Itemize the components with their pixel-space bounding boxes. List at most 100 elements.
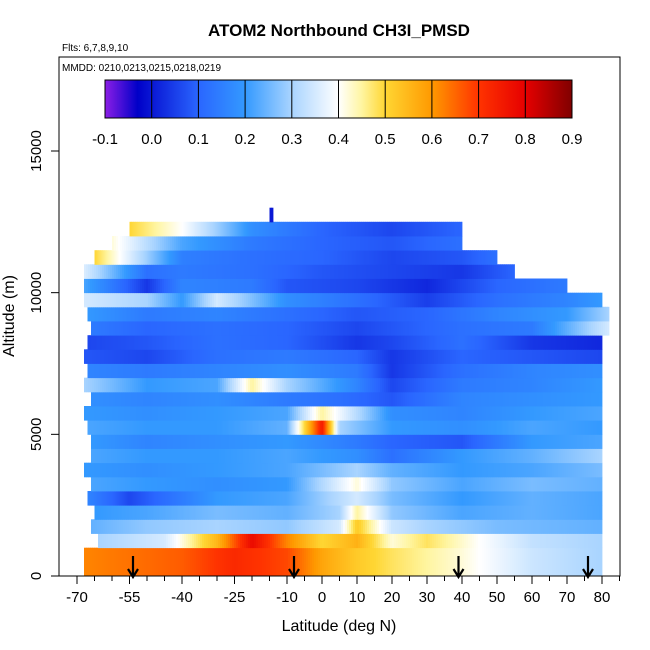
- heatmap-cell: [319, 363, 322, 379]
- heatmap-cell: [292, 533, 295, 549]
- heatmap-cell: [516, 406, 519, 421]
- heatmap-cell: [281, 491, 284, 506]
- heatmap-cell: [576, 547, 579, 576]
- heatmap-cell: [84, 292, 87, 308]
- heatmap-cell: [547, 321, 550, 336]
- heatmap-cell: [469, 491, 472, 506]
- heatmap-cell: [357, 420, 360, 435]
- heatmap-cell: [303, 306, 306, 322]
- heatmap-cell: [239, 391, 242, 407]
- heatmap-cell: [149, 434, 152, 449]
- heatmap-cell: [135, 491, 138, 506]
- heatmap-cell: [433, 363, 436, 379]
- heatmap-cell: [186, 505, 189, 520]
- heatmap-cell: [222, 505, 225, 520]
- heatmap-cell: [423, 306, 426, 322]
- heatmap-cell: [233, 391, 236, 407]
- heatmap-cell: [585, 491, 588, 506]
- heatmap-cell: [590, 349, 593, 364]
- heatmap-cell: [245, 519, 248, 534]
- heatmap-cell: [109, 321, 112, 336]
- heatmap-cell: [426, 505, 429, 520]
- heatmap-cell: [526, 377, 529, 393]
- heatmap-cell: [134, 349, 137, 364]
- heatmap-cell: [406, 406, 409, 421]
- heatmap-cell: [504, 462, 507, 478]
- heatmap-cell: [316, 292, 319, 308]
- heatmap-cell: [486, 547, 489, 576]
- heatmap-cell: [299, 476, 302, 492]
- heatmap-cell: [335, 519, 338, 534]
- heatmap-cell: [458, 292, 461, 308]
- heatmap-cell: [206, 292, 209, 308]
- heatmap-cell: [184, 547, 187, 576]
- heatmap-cell: [290, 292, 293, 308]
- heatmap-cell: [585, 476, 588, 492]
- heatmap-cell: [147, 306, 150, 322]
- heatmap-cell: [173, 434, 176, 449]
- heatmap-cell: [182, 349, 185, 364]
- heatmap-cell: [600, 547, 603, 576]
- heatmap-cell: [247, 519, 250, 534]
- heatmap-cell: [506, 406, 509, 421]
- heatmap-cell: [444, 547, 447, 576]
- heatmap-cell: [322, 406, 325, 421]
- heatmap-cell: [121, 420, 124, 435]
- heatmap-cell: [277, 321, 280, 336]
- heatmap-cell: [549, 420, 552, 435]
- heatmap-cell: [452, 292, 455, 308]
- heatmap-cell: [287, 476, 290, 492]
- heatmap-cell: [290, 406, 293, 421]
- heatmap-cell: [287, 306, 290, 322]
- heatmap-cell: [415, 391, 418, 407]
- heatmap-cell: [123, 335, 126, 350]
- heatmap-cell: [177, 420, 180, 435]
- heatmap-cell: [321, 335, 324, 350]
- heatmap-cell: [291, 321, 294, 336]
- heatmap-cell: [127, 476, 130, 492]
- heatmap-cell: [533, 391, 536, 407]
- heatmap-cell: [211, 363, 214, 379]
- heatmap-cell: [525, 391, 528, 407]
- heatmap-cell: [289, 420, 292, 435]
- heatmap-cell: [410, 377, 413, 393]
- heatmap-cell: [341, 321, 344, 336]
- heatmap-cell: [523, 321, 526, 336]
- heatmap-cell: [337, 420, 340, 435]
- heatmap-cell: [230, 406, 233, 421]
- heatmap-cell: [323, 363, 326, 379]
- heatmap-cell: [447, 306, 450, 322]
- heatmap-cell: [259, 420, 262, 435]
- heatmap-cell: [103, 476, 106, 492]
- heatmap-cell: [336, 533, 339, 549]
- heatmap-cell: [386, 547, 389, 576]
- heatmap-cell: [135, 321, 138, 336]
- heatmap-cell: [500, 349, 503, 364]
- heatmap-cell: [212, 349, 215, 364]
- heatmap-cell: [359, 363, 362, 379]
- heatmap-cell: [285, 434, 288, 449]
- heatmap-cell: [376, 547, 379, 576]
- heatmap-cell: [297, 448, 300, 464]
- heatmap-cell: [188, 377, 191, 393]
- heatmap-cell: [532, 406, 535, 421]
- heatmap-cell: [513, 476, 516, 492]
- heatmap-cell: [183, 491, 186, 506]
- heatmap-cell: [297, 306, 300, 322]
- heatmap-cell: [245, 491, 248, 506]
- heatmap-cell: [235, 363, 238, 379]
- heatmap-cell: [102, 547, 105, 576]
- heatmap-cell: [456, 349, 459, 364]
- heatmap-cell: [331, 519, 334, 534]
- heatmap-cell: [117, 420, 120, 435]
- heatmap-cell: [309, 335, 312, 350]
- heatmap-cell: [479, 335, 482, 350]
- heatmap-cell: [134, 292, 137, 308]
- heatmap-cell: [351, 491, 354, 506]
- heatmap-cell: [591, 335, 594, 350]
- heatmap-cell: [267, 391, 270, 407]
- heatmap-cell: [542, 505, 545, 520]
- heatmap-cell: [511, 363, 514, 379]
- heatmap-cell: [307, 491, 310, 506]
- heatmap-cell: [295, 434, 298, 449]
